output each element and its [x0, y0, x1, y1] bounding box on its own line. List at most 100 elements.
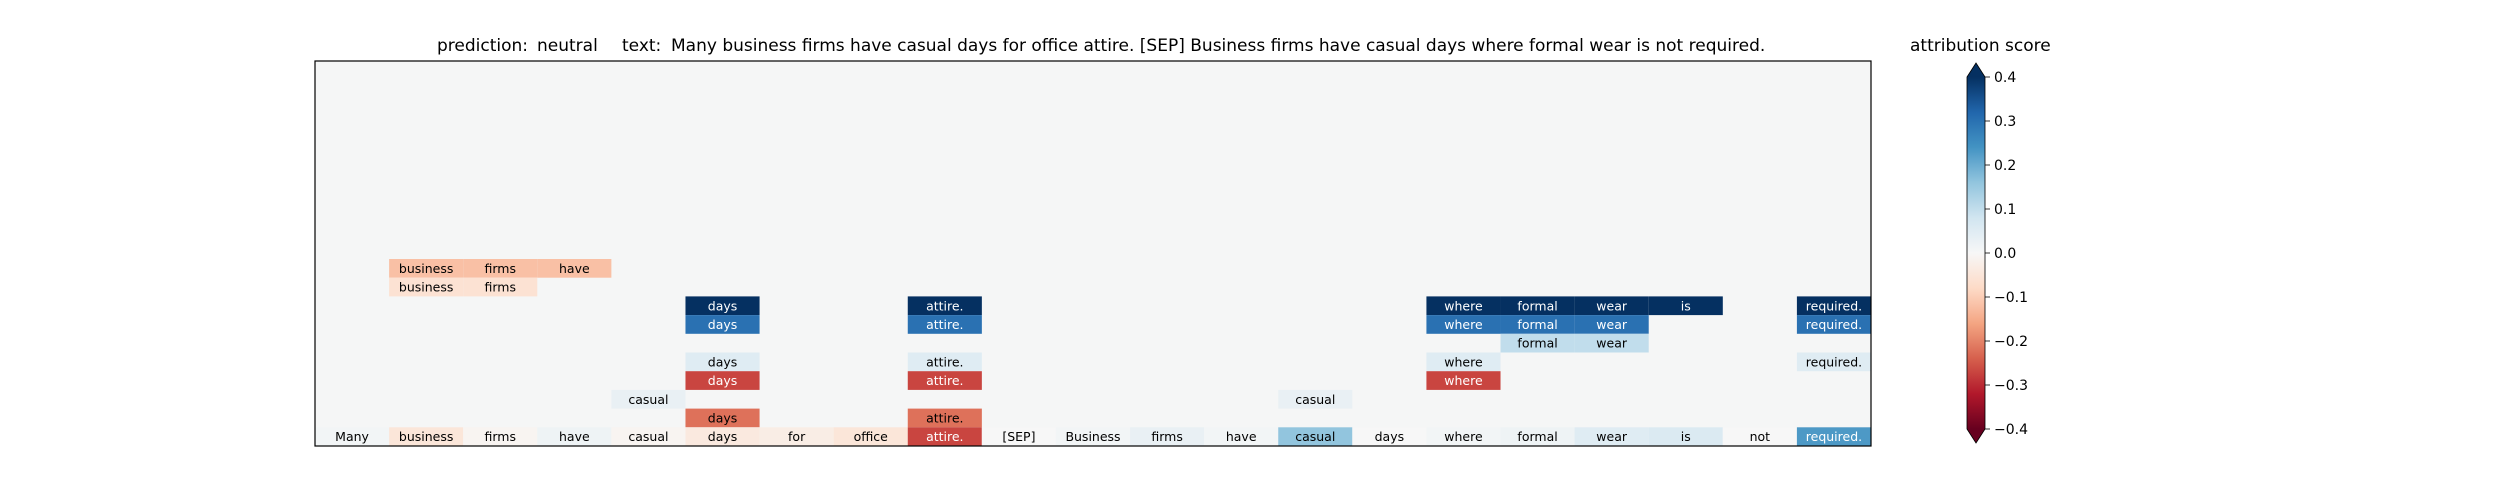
heatmap-cell: [907, 296, 982, 316]
heatmap-cell: [1648, 296, 1723, 316]
colorbar-extend-min: [1967, 429, 1985, 443]
heatmap-cell-token: firms: [484, 429, 515, 444]
heatmap-cell: [1722, 427, 1797, 446]
heatmap-cell-token: business: [399, 280, 453, 295]
heatmap-cell: [463, 427, 538, 446]
colorbar-tick-label: −0.3: [1994, 378, 2028, 394]
heatmap-cell: [1796, 427, 1871, 446]
heatmap-cell-token: formal: [1517, 429, 1557, 444]
heatmap-cell-token: where: [1444, 373, 1483, 388]
heatmap-cell-token: wear: [1596, 336, 1628, 351]
heatmap-cell: [685, 427, 760, 446]
heatmap-cell: [907, 352, 982, 372]
heatmap-cell: [907, 408, 982, 428]
heatmap-cell-token: attire.: [926, 298, 963, 313]
heatmap-cell: [685, 315, 760, 334]
heatmap-frame: [314, 60, 1872, 447]
heatmap-cell-token: days: [708, 298, 738, 313]
colorbar-tick-label: −0.1: [1994, 290, 2028, 306]
heatmap-cell-token: wear: [1596, 429, 1628, 444]
heatmap-cell: [981, 427, 1056, 446]
heatmap-cell-token: attire.: [926, 429, 963, 444]
heatmap-cell-token: formal: [1517, 298, 1557, 313]
colorbar-tick-label: 0.3: [1994, 114, 2016, 130]
heatmap-cell: [537, 259, 612, 278]
heatmap-cell: [1500, 315, 1575, 334]
heatmap-cell: [463, 259, 538, 278]
colorbar-tick-label: −0.2: [1994, 334, 2028, 350]
heatmap-cells: business firms have business firms days attire…: [315, 259, 1871, 446]
heatmap-cell-token: days: [1375, 429, 1405, 444]
heatmap-cell-token: not: [1750, 429, 1771, 444]
heatmap-cell: [1426, 315, 1501, 334]
heatmap-cell: [389, 277, 464, 297]
heatmap-cell-token: attire.: [926, 373, 963, 388]
heatmap-cell: [685, 296, 760, 316]
heatmap-cell-token: have: [559, 429, 590, 444]
heatmap-cell: [611, 427, 686, 446]
heatmap-cell: [1204, 427, 1279, 446]
heatmap-cell: [611, 389, 686, 409]
title-text-value: Many business firms have casual days for…: [671, 36, 1765, 56]
heatmap-cell-token: have: [559, 261, 590, 276]
heatmap-cell: [1130, 427, 1205, 446]
heatmap-cell: [1500, 296, 1575, 316]
heatmap-cell-token: formal: [1517, 317, 1557, 332]
heatmap-cell-token: firms: [1151, 429, 1182, 444]
heatmap-cell: [907, 315, 982, 334]
heatmap-cell-token: where: [1444, 298, 1483, 313]
heatmap-cell-token: firms: [484, 261, 515, 276]
heatmap-cell-token: attire.: [926, 410, 963, 425]
heatmap-cell-token: required.: [1806, 317, 1862, 332]
heatmap-cell: [1796, 296, 1871, 316]
heatmap-cell: [1500, 427, 1575, 446]
heatmap-cell-token: attire.: [926, 317, 963, 332]
title-text-label: text:: [622, 36, 661, 56]
heatmap-cell-token: casual: [1295, 392, 1335, 407]
heatmap-cell: [833, 427, 908, 446]
heatmap-cell-token: have: [1226, 429, 1257, 444]
heatmap-cell: [315, 427, 390, 446]
colorbar-tick-label: 0.1: [1994, 202, 2016, 218]
heatmap-cell: [685, 408, 760, 428]
heatmap-cell: [389, 427, 464, 446]
heatmap-cell-token: office: [854, 429, 889, 444]
title-prediction-label: prediction:: [437, 36, 528, 56]
heatmap-cell-token: wear: [1596, 317, 1628, 332]
heatmap-cell: [1574, 333, 1649, 353]
heatmap-cell: [1426, 352, 1501, 372]
heatmap-cell-token: [SEP]: [1002, 429, 1035, 444]
title-prediction-value: neutral: [537, 36, 598, 56]
heatmap-cell-token: days: [708, 317, 738, 332]
heatmap-cell-token: is: [1681, 429, 1691, 444]
heatmap-cell-token: for: [788, 429, 806, 444]
heatmap-cell-token: business: [399, 261, 453, 276]
heatmap-cell: [1574, 296, 1649, 316]
heatmap-cell: [1426, 371, 1501, 390]
heatmap-cell-token: where: [1444, 429, 1483, 444]
heatmap-cell: [1426, 296, 1501, 316]
heatmap-cell: [1796, 315, 1871, 334]
heatmap-cell-token: days: [708, 354, 738, 369]
heatmap-cell: [1574, 315, 1649, 334]
colorbar: attribution score 0.4 0.3 0.2 0.1 0.0 −0.1 −0.…: [1910, 36, 2051, 444]
heatmap-cell-token: required.: [1806, 429, 1862, 444]
heatmap-cell: [685, 352, 760, 372]
chart-title: prediction: neutral text: Many business …: [437, 36, 1765, 56]
heatmap-cell: [389, 259, 464, 278]
heatmap-cell-token: where: [1444, 317, 1483, 332]
heatmap-cell-token: firms: [484, 280, 515, 295]
heatmap-cell-token: casual: [628, 429, 668, 444]
heatmap-cell-token: Many: [335, 429, 369, 444]
heatmap-background: [315, 61, 1871, 446]
heatmap-cell: [463, 277, 538, 297]
heatmap-cell: [1352, 427, 1427, 446]
colorbar-tick-label: 0.0: [1994, 246, 2016, 262]
heatmap-cell: [759, 427, 834, 446]
heatmap-cell-token: where: [1444, 354, 1483, 369]
colorbar-gradient: [1967, 77, 1985, 429]
heatmap-cell-token: formal: [1517, 336, 1557, 351]
heatmap-cell-token: required.: [1806, 354, 1862, 369]
heatmap-cell-token: casual: [1295, 429, 1335, 444]
